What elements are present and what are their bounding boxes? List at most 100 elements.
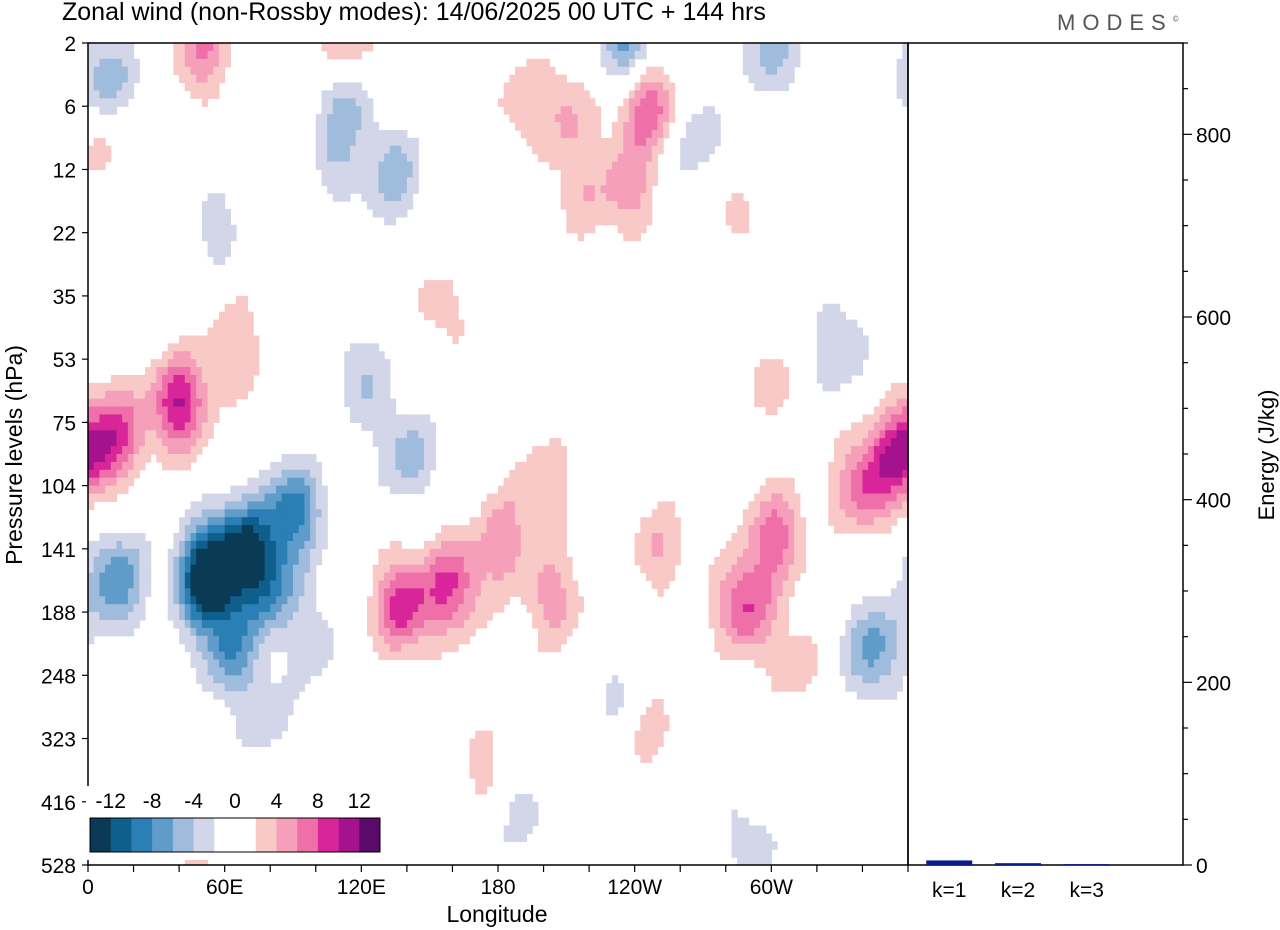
heatmap-cell	[384, 619, 391, 629]
heatmap-cell	[549, 114, 556, 123]
heatmap-cell	[845, 327, 852, 337]
heatmap-cell	[224, 351, 231, 360]
heatmap-cell	[190, 572, 197, 582]
heatmap-cell	[862, 485, 869, 495]
heatmap-cell	[452, 604, 459, 613]
heatmap-cell	[646, 746, 653, 755]
heatmap-cell	[298, 501, 305, 510]
heatmap-cell	[241, 485, 249, 495]
heatmap-cell	[708, 604, 715, 613]
heatmap-cell	[554, 493, 562, 503]
heatmap-cell	[105, 145, 112, 155]
heatmap-cell	[298, 477, 305, 487]
heatmap-cell	[190, 635, 197, 645]
heatmap-cell	[873, 635, 881, 645]
heatmap-cell	[771, 659, 778, 668]
heatmap-cell	[566, 177, 573, 186]
heatmap-cell	[777, 501, 784, 510]
heatmap-cell	[253, 635, 260, 645]
heatmap-cell	[201, 675, 209, 684]
heatmap-cell	[771, 651, 778, 661]
heatmap-cell	[577, 177, 585, 186]
heatmap-cell	[315, 540, 323, 550]
heatmap-cell	[389, 201, 397, 210]
heatmap-cell	[196, 335, 203, 344]
main-plot-frame	[87, 42, 909, 866]
heatmap-cell	[486, 564, 493, 574]
heatmap-cell	[207, 216, 214, 226]
heatmap-cell	[321, 643, 328, 653]
heatmap-cell	[378, 169, 385, 178]
heatmap-cell	[213, 66, 220, 76]
heatmap-cell	[127, 43, 135, 52]
heatmap-cell	[600, 208, 607, 218]
heatmap-cell	[88, 493, 95, 503]
heatmap-cell	[230, 667, 237, 676]
heatmap-cell	[879, 517, 886, 526]
heatmap-cell	[537, 454, 545, 463]
heatmap-cell	[389, 548, 397, 558]
heatmap-cell	[378, 398, 385, 408]
heatmap-cell	[646, 730, 653, 740]
heatmap-cell	[315, 643, 323, 653]
heatmap-cell	[304, 548, 311, 558]
heatmap-cell	[862, 501, 869, 510]
heatmap-cell	[566, 153, 573, 163]
heatmap-cell	[748, 596, 755, 605]
heatmap-cell	[617, 122, 624, 131]
heatmap-cell	[646, 193, 653, 202]
heatmap-cell	[600, 169, 607, 178]
heatmap-cell	[509, 469, 516, 479]
heatmap-cell	[759, 659, 767, 668]
heatmap-cell	[771, 485, 778, 495]
heatmap-cell	[731, 596, 738, 605]
heatmap-cell	[640, 540, 647, 550]
heatmap-cell	[663, 106, 670, 115]
heatmap-cell	[133, 580, 140, 589]
heatmap-cell	[423, 627, 431, 637]
heatmap-cell	[657, 540, 664, 550]
heatmap-cell	[321, 659, 328, 668]
heatmap-cell	[338, 43, 345, 52]
heatmap-cell	[270, 580, 277, 589]
heatmap-cell	[765, 517, 772, 526]
heatmap-cell	[657, 548, 664, 558]
heatmap-cell	[88, 572, 95, 582]
heatmap-cell	[754, 525, 761, 534]
heatmap-cell	[879, 627, 886, 637]
heatmap-cell	[628, 145, 636, 155]
heatmap-cell	[167, 588, 175, 597]
heatmap-cell	[406, 422, 414, 431]
heatmap-cell	[144, 398, 152, 408]
heatmap-cell	[480, 525, 488, 534]
heatmap-cell	[133, 58, 140, 68]
heatmap-cell	[816, 343, 824, 352]
heatmap-cell	[110, 74, 118, 84]
heatmap-cell	[703, 114, 710, 123]
heatmap-cell	[184, 517, 192, 526]
heatmap-cell	[748, 564, 755, 574]
heatmap-cell	[759, 540, 767, 550]
heatmap-cell	[196, 540, 203, 550]
heatmap-cell	[367, 153, 374, 163]
heatmap-cell	[833, 359, 841, 368]
heatmap-cell	[236, 485, 243, 495]
heatmap-cell	[122, 438, 129, 447]
heatmap-cell	[851, 438, 858, 447]
heatmap-cell	[304, 627, 311, 637]
heatmap-cell	[532, 619, 539, 629]
heatmap-cell	[452, 319, 459, 329]
heatmap-cell	[634, 208, 641, 218]
heatmap-cell	[207, 343, 214, 352]
heatmap-cell	[418, 295, 425, 305]
heatmap-cell	[583, 193, 590, 202]
heatmap-cell	[412, 604, 419, 613]
heatmap-cell	[287, 525, 294, 534]
heatmap-cell	[458, 548, 465, 558]
heatmap-cell	[287, 454, 294, 463]
heatmap-cell	[868, 501, 875, 510]
heatmap-cell	[275, 572, 283, 582]
heatmap-cell	[765, 359, 772, 368]
heatmap-cell	[224, 548, 231, 558]
heatmap-cell	[879, 667, 886, 676]
